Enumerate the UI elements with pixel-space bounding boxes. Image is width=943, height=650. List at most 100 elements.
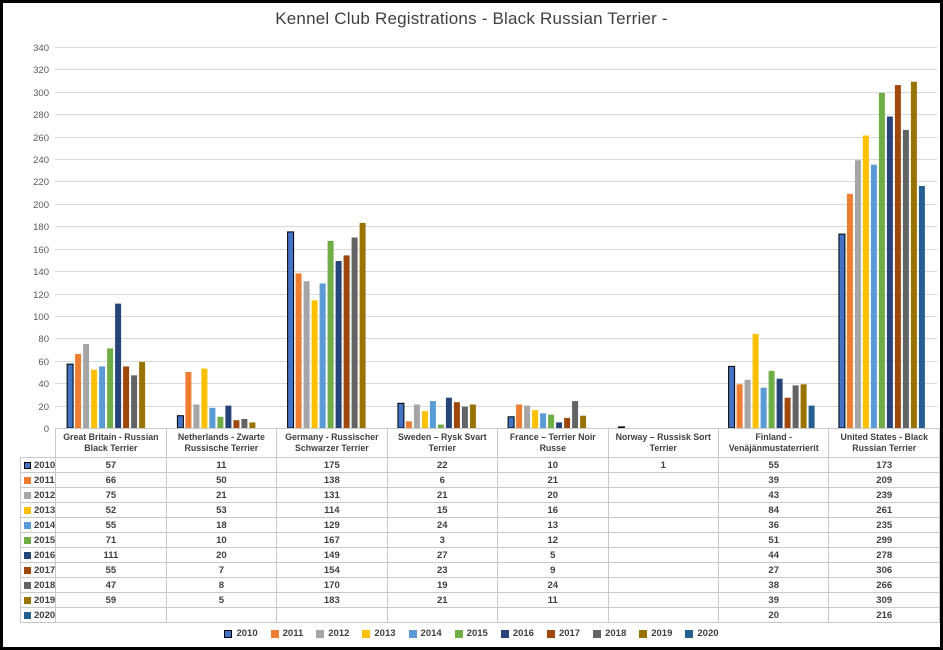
bar-2017 <box>233 420 240 428</box>
table-category-header: Great Britain - Russian Black Terrier <box>55 428 167 458</box>
bar-2019 <box>359 222 366 428</box>
table-value-cell: 57 <box>55 457 167 473</box>
table-value-cell: 59 <box>55 592 167 608</box>
table-value-cell <box>607 472 719 488</box>
table-year-label: 2019 <box>19 592 57 608</box>
bar-2015 <box>217 416 224 428</box>
table-value-cell: 129 <box>276 517 388 533</box>
table-value-cell: 278 <box>828 547 940 563</box>
table-value-cell: 71 <box>55 532 167 548</box>
bar-2013 <box>201 368 208 428</box>
table-value-cell: 111 <box>55 547 167 563</box>
y-axis-tick-label: 160 <box>33 245 49 256</box>
legend-item-label: 2014 <box>420 628 442 639</box>
legend-item-label: 2011 <box>282 628 304 639</box>
bar-2012 <box>744 379 751 428</box>
table-value-cell: 7 <box>165 562 278 578</box>
table-value-cell: 5 <box>497 547 609 563</box>
table-corner-cell <box>20 428 57 458</box>
legend-item-label: 2017 <box>558 628 581 639</box>
bar-2014 <box>760 387 767 428</box>
series-key-icon <box>24 566 31 574</box>
table-value-cell: 173 <box>828 457 940 473</box>
table-value-cell: 138 <box>276 472 388 488</box>
bar-2015 <box>437 424 444 428</box>
table-value-cell: 175 <box>276 457 388 473</box>
y-axis-tick-label: 40 <box>38 379 49 390</box>
bar-2017 <box>784 397 791 428</box>
bar-2010 <box>66 363 74 429</box>
y-axis-tick-label: 200 <box>33 200 49 211</box>
bar-2014 <box>870 164 877 428</box>
table-value-cell <box>276 607 388 623</box>
table-year-label: 2020 <box>19 607 57 623</box>
table-year-label: 2010 <box>19 457 57 473</box>
table-row: 2012 75 21 131 21 20 43 239 <box>19 487 940 503</box>
bar-2018 <box>792 385 799 428</box>
bar-2013 <box>91 369 98 428</box>
bar-2019 <box>800 384 807 428</box>
series-key-icon <box>24 536 31 544</box>
table-value-cell: 15 <box>386 502 499 518</box>
y-axis-tick-label: 140 <box>33 267 49 278</box>
series-key-icon <box>24 461 31 469</box>
table-category-header: France – Terrier Noir Russe <box>497 428 609 458</box>
legend-item-label: 2020 <box>697 628 719 639</box>
bar-2016 <box>115 303 122 428</box>
bar-2013 <box>421 411 428 428</box>
chart-legend: 2010 2011 2012 2013 2014 2015 2016 2017 2018 2019… <box>3 628 940 639</box>
table-value-cell: 9 <box>497 562 609 578</box>
table-value-cell: 183 <box>276 592 388 608</box>
table-value-cell: 154 <box>276 562 388 578</box>
legend-item: 2016 <box>500 628 534 639</box>
bar-2018 <box>572 401 579 428</box>
series-key-icon <box>24 521 31 529</box>
bar-2016 <box>225 405 232 428</box>
bar-2011 <box>185 372 192 428</box>
bar-2020 <box>808 405 815 428</box>
table-value-cell: 1 <box>607 457 719 473</box>
table-value-cell: 50 <box>165 472 278 488</box>
table-value-cell: 55 <box>55 517 167 533</box>
table-value-cell: 299 <box>828 532 940 548</box>
table-year-label: 2012 <box>19 487 57 503</box>
table-category-header: United States - Black Russian Terrier <box>828 428 940 458</box>
y-axis-tick-labels: 0204060801001201401601802002202402602803… <box>33 43 49 433</box>
legend-item: 2011 <box>270 628 304 639</box>
bar-2018 <box>902 129 909 428</box>
bar-2010 <box>838 233 846 429</box>
table-year-label: 2017 <box>19 562 57 578</box>
y-axis-tick-label: 260 <box>33 133 49 144</box>
table-row: 2011 66 50 138 6 21 39 209 <box>19 472 940 488</box>
table-value-cell: 55 <box>55 562 167 578</box>
y-axis-tick-label: 100 <box>33 312 49 323</box>
table-value-cell <box>607 592 719 608</box>
table-value-cell <box>607 487 719 503</box>
bar-2010 <box>176 415 184 429</box>
bar-2012 <box>303 281 310 428</box>
table-value-cell: 235 <box>828 517 940 533</box>
y-axis-tick-label: 240 <box>33 155 49 166</box>
series-key-icon <box>24 581 31 589</box>
legend-swatch-icon <box>224 629 233 638</box>
bar-2017 <box>343 255 350 428</box>
bar-2019 <box>469 404 476 428</box>
table-value-cell: 18 <box>165 517 278 533</box>
legend-swatch-icon <box>408 629 417 638</box>
legend-item-label: 2013 <box>374 628 396 639</box>
table-value-cell: 39 <box>717 472 830 488</box>
table-value-cell <box>607 532 719 548</box>
table-value-cell: 22 <box>386 457 499 473</box>
y-axis-tick-label: 300 <box>33 88 49 99</box>
y-axis-tick-label: 80 <box>38 334 49 345</box>
bar-2013 <box>752 333 759 428</box>
table-row: 2013 52 53 114 15 16 84 261 <box>19 502 940 518</box>
table-value-cell: 84 <box>717 502 830 518</box>
legend-item: 2010 <box>224 628 258 639</box>
table-category-header: Germany - Russischer Schwarzer Terrier <box>276 428 388 458</box>
bar-2015 <box>548 414 555 428</box>
series-key-icon <box>24 491 31 499</box>
table-value-cell <box>607 607 719 623</box>
table-row: 2010 57 11 175 22 10 1 55 173 <box>19 457 940 473</box>
